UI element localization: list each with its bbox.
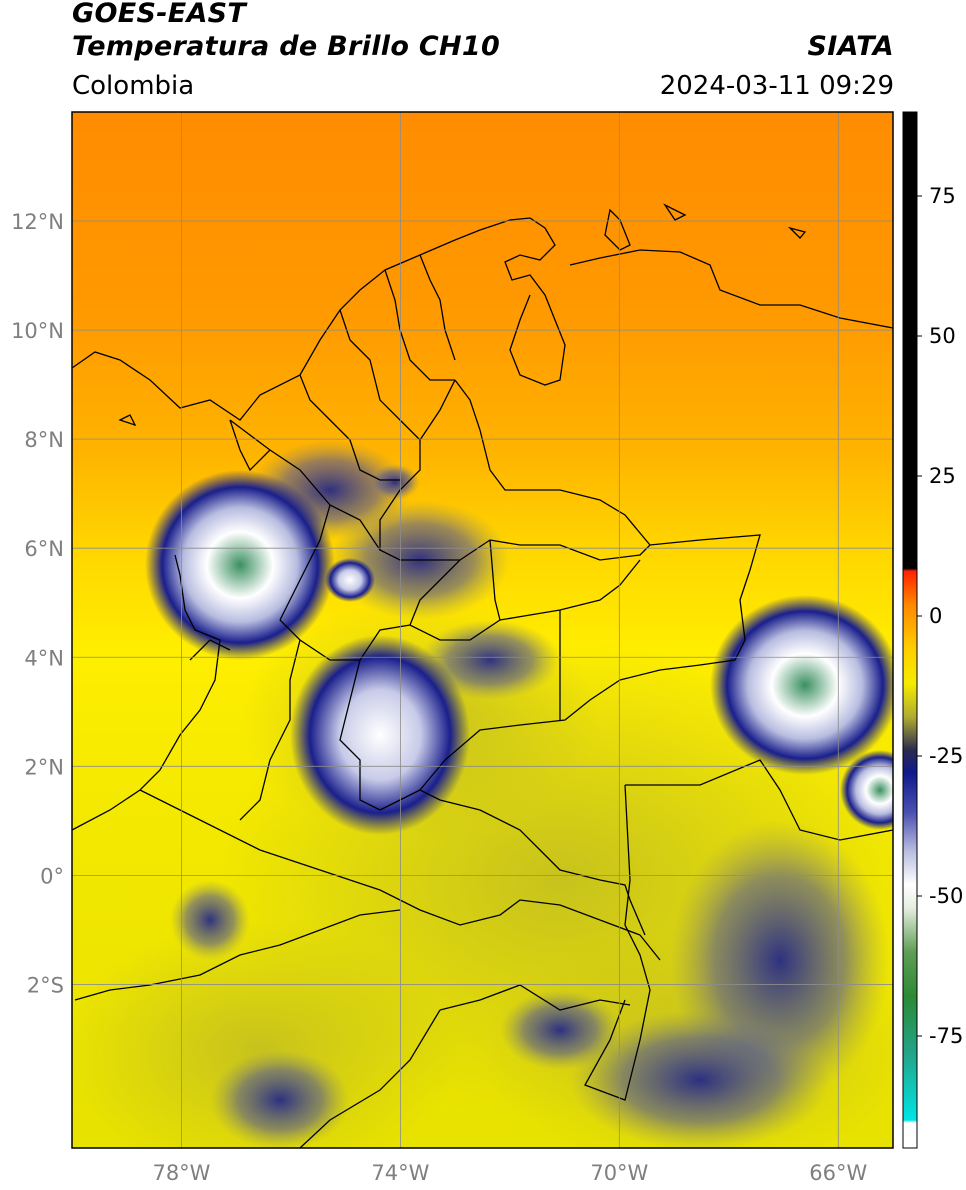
lat-tick-label: 10°N	[11, 319, 64, 343]
colorbar-tick-label: 75	[929, 184, 956, 208]
latitude-tick-labels: 12°N 10°N 8°N 6°N 4°N 2°N 0° 2°S	[11, 210, 64, 997]
colorbar-ticks: 75 50 25 0 -25 -50 -75	[917, 184, 963, 1048]
title-product: Temperatura de Brillo CH10	[72, 31, 501, 62]
lat-tick-label: 8°N	[24, 428, 64, 452]
lon-tick-label: 70°W	[590, 1161, 648, 1185]
longitude-tick-labels: 78°W 74°W 70°W 66°W	[152, 1161, 867, 1185]
lat-tick-label: 4°N	[24, 646, 64, 670]
lon-tick-label: 66°W	[809, 1161, 867, 1185]
colorbar-tick-label: -75	[929, 1024, 963, 1048]
colorbar-tick-label: -50	[929, 884, 963, 908]
country-and-department-borders	[72, 203, 893, 1148]
colorbar	[903, 112, 917, 1148]
colorbar-tick-label: 50	[929, 324, 956, 348]
colorbar-tick-label: -25	[929, 744, 963, 768]
datetime-label: 2024-03-11 09:29	[659, 71, 894, 101]
colorbar-tick-label: 0	[929, 604, 942, 628]
source-label: SIATA	[807, 31, 894, 62]
lat-tick-label: 12°N	[11, 210, 64, 234]
lat-tick-label: 2°S	[27, 973, 64, 997]
lat-tick-label: 0°	[40, 864, 64, 888]
colorbar-frame	[902, 111, 918, 1149]
map-frame	[71, 111, 894, 1149]
lat-tick-label: 2°N	[24, 755, 64, 779]
title-satellite: GOES-EAST	[72, 0, 247, 29]
region-label: Colombia	[72, 71, 195, 101]
colorbar-tick-label: 25	[929, 464, 956, 488]
lat-lon-gridlines	[72, 112, 893, 1148]
lat-tick-label: 6°N	[24, 537, 64, 561]
brightness-temperature-field	[72, 112, 893, 1148]
lon-tick-label: 78°W	[152, 1161, 210, 1185]
lon-tick-label: 74°W	[371, 1161, 429, 1185]
